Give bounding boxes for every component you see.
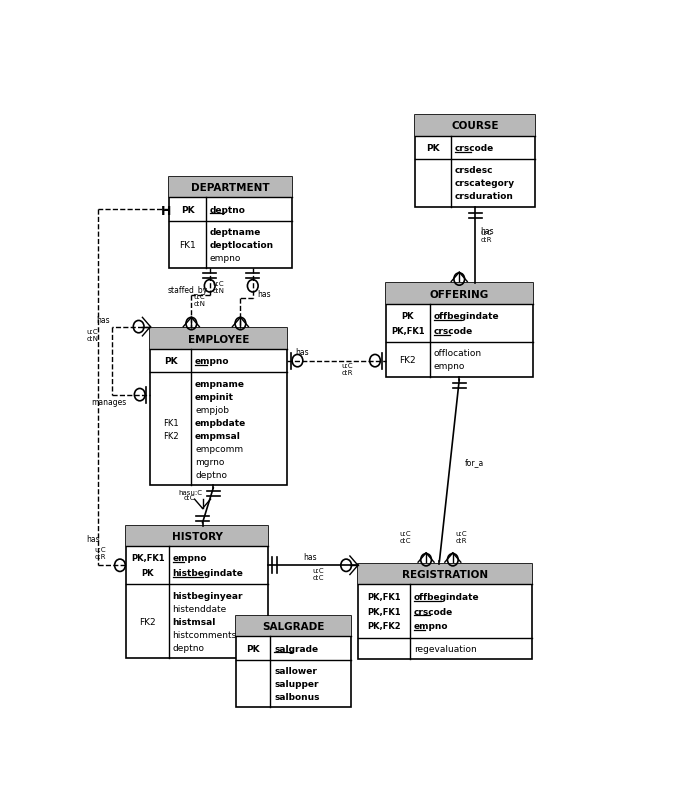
Text: empno: empno xyxy=(433,362,465,371)
Text: FK2: FK2 xyxy=(400,355,416,364)
Text: hasu:C: hasu:C xyxy=(179,489,202,496)
Text: regevaluation: regevaluation xyxy=(414,644,477,653)
Text: PK: PK xyxy=(402,312,414,321)
Text: HISTORY: HISTORY xyxy=(172,531,223,541)
Bar xyxy=(386,284,533,377)
Text: empno: empno xyxy=(414,622,448,630)
Bar xyxy=(150,329,287,485)
Text: has: has xyxy=(257,290,270,298)
Text: for_a: for_a xyxy=(464,458,484,467)
Text: PK,FK1: PK,FK1 xyxy=(367,607,401,616)
Text: salgrade: salgrade xyxy=(274,644,318,653)
Bar xyxy=(236,616,351,637)
Text: u:C
d:C: u:C d:C xyxy=(400,531,411,544)
Text: H: H xyxy=(161,205,172,218)
Text: crsdesc: crsdesc xyxy=(455,166,493,175)
Text: u:C
d:R: u:C d:R xyxy=(481,230,492,243)
Text: u:C
d:R: u:C d:R xyxy=(455,531,467,544)
Bar xyxy=(358,565,532,585)
Text: crsduration: crsduration xyxy=(455,192,514,201)
Bar xyxy=(236,616,351,707)
Text: mgrno: mgrno xyxy=(195,457,224,466)
Text: empbdate: empbdate xyxy=(195,418,246,427)
Text: FK2: FK2 xyxy=(139,617,156,626)
Text: PK,FK1: PK,FK1 xyxy=(367,592,401,601)
Text: u:C
d:R: u:C d:R xyxy=(342,363,353,376)
Text: salupper: salupper xyxy=(274,679,319,688)
Text: empinit: empinit xyxy=(195,392,234,401)
Text: u:C
d:R: u:C d:R xyxy=(95,546,106,559)
Text: histenddate: histenddate xyxy=(172,604,227,613)
Text: FK2: FK2 xyxy=(163,431,179,440)
Text: DEPARTMENT: DEPARTMENT xyxy=(191,183,270,193)
Text: offbegindate: offbegindate xyxy=(414,592,480,601)
Text: histbegindate: histbegindate xyxy=(172,569,244,577)
Text: crscode: crscode xyxy=(414,607,453,616)
Text: salbonus: salbonus xyxy=(274,692,319,701)
Text: empno: empno xyxy=(195,357,230,366)
Text: deptno: deptno xyxy=(172,643,205,652)
Text: PK,FK1: PK,FK1 xyxy=(391,326,424,335)
Text: manages: manages xyxy=(92,398,127,407)
Text: crscategory: crscategory xyxy=(455,179,515,188)
Text: sallower: sallower xyxy=(274,666,317,675)
Bar xyxy=(386,284,533,304)
Text: crscode: crscode xyxy=(455,144,494,152)
Text: PK,FK1: PK,FK1 xyxy=(131,553,164,563)
Bar xyxy=(150,329,287,350)
Text: empno: empno xyxy=(210,254,241,263)
Text: u:C
d:N: u:C d:N xyxy=(86,329,98,342)
Text: PK,FK2: PK,FK2 xyxy=(367,622,401,630)
Text: has: has xyxy=(96,315,110,324)
Text: FK1: FK1 xyxy=(179,241,196,250)
Text: staffed_by: staffed_by xyxy=(168,286,208,295)
Text: histcomments: histcomments xyxy=(172,630,237,639)
Text: has: has xyxy=(304,553,317,561)
Text: deptno: deptno xyxy=(210,205,246,214)
Bar xyxy=(358,565,532,659)
Text: crscode: crscode xyxy=(433,326,473,335)
Text: PK: PK xyxy=(181,205,195,214)
Text: offbegindate: offbegindate xyxy=(433,312,499,321)
Bar xyxy=(169,178,292,269)
Bar xyxy=(415,116,535,136)
Text: PK: PK xyxy=(246,644,260,653)
Text: histmsal: histmsal xyxy=(172,617,216,626)
Bar xyxy=(415,116,535,208)
Text: u:C
d:N: u:C d:N xyxy=(193,294,206,306)
Text: deptname: deptname xyxy=(210,228,261,237)
Bar xyxy=(169,178,292,198)
Text: empjob: empjob xyxy=(195,405,229,414)
Bar xyxy=(126,526,268,546)
Text: d:C: d:C xyxy=(184,495,195,500)
Text: PK: PK xyxy=(164,357,178,366)
Text: histbeginyear: histbeginyear xyxy=(172,591,243,600)
Text: REGISTRATION: REGISTRATION xyxy=(402,569,488,580)
Text: FK1: FK1 xyxy=(163,418,179,427)
Text: u:C
d:C: u:C d:C xyxy=(313,567,324,580)
Bar xyxy=(126,526,268,658)
Text: SALGRADE: SALGRADE xyxy=(262,622,325,631)
Text: has: has xyxy=(295,348,308,357)
Text: PK: PK xyxy=(426,144,440,152)
Text: deptlocation: deptlocation xyxy=(210,241,274,250)
Text: has: has xyxy=(481,226,494,235)
Text: COURSE: COURSE xyxy=(451,121,499,132)
Text: OFFERING: OFFERING xyxy=(430,290,489,299)
Text: empcomm: empcomm xyxy=(195,444,243,453)
Text: has: has xyxy=(86,534,100,543)
Text: PK: PK xyxy=(141,569,154,577)
Text: empmsal: empmsal xyxy=(195,431,241,440)
Text: offlocation: offlocation xyxy=(433,349,482,358)
Text: empno: empno xyxy=(172,553,207,563)
Text: deptno: deptno xyxy=(195,470,227,479)
Text: EMPLOYEE: EMPLOYEE xyxy=(188,334,249,344)
Text: empname: empname xyxy=(195,379,245,388)
Text: u:C
d:N: u:C d:N xyxy=(213,281,224,294)
